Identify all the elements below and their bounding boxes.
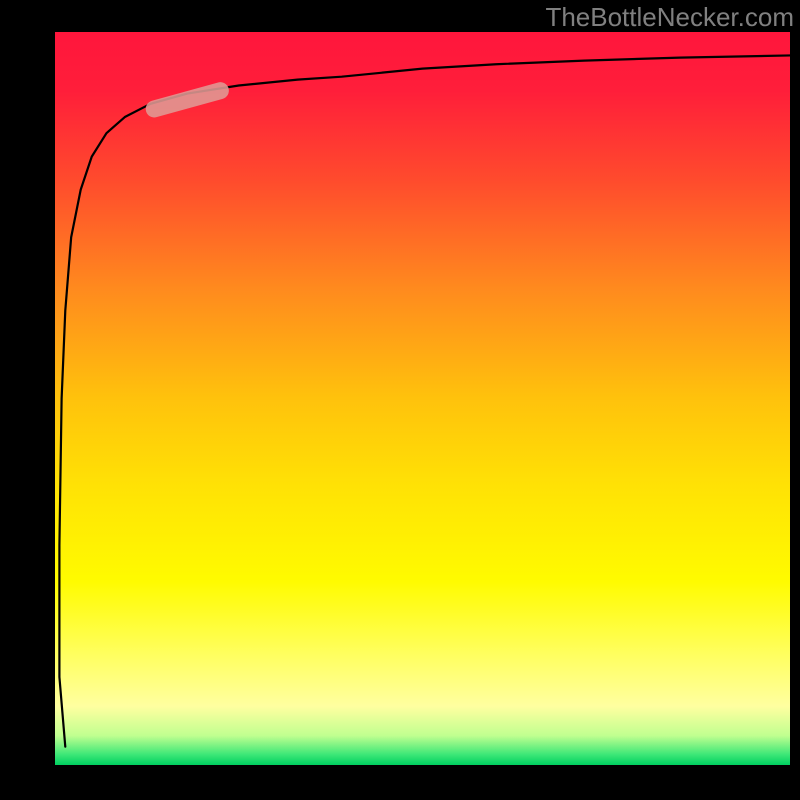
plot-background [55,32,790,765]
bottleneck-curve-chart: TheBottleNecker.com [0,0,800,800]
watermark-text: TheBottleNecker.com [545,2,794,33]
chart-svg [0,0,800,800]
